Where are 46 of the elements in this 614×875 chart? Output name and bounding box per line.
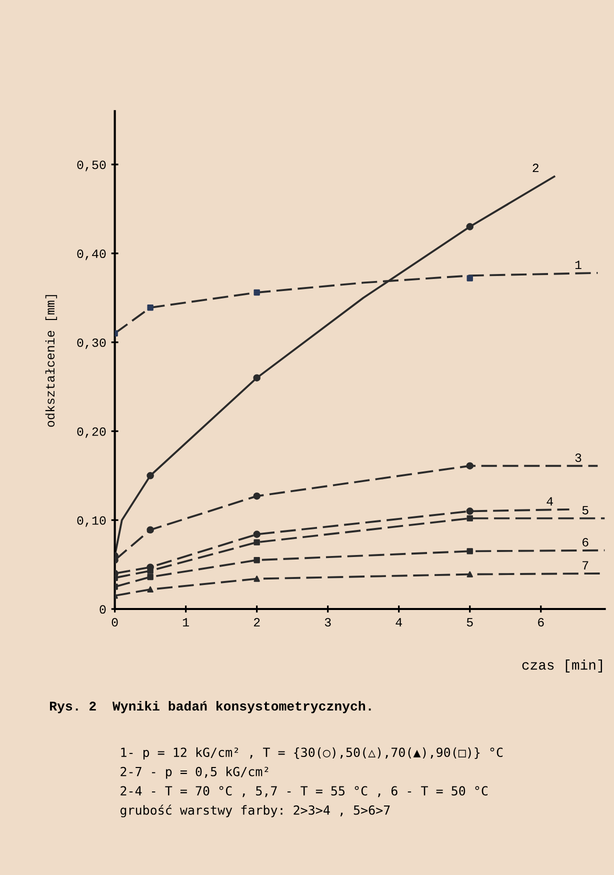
- x-axis-title: czas [min]: [522, 660, 602, 672]
- point: [147, 586, 154, 593]
- series-label: 1: [575, 260, 582, 269]
- point: [466, 462, 474, 470]
- text: 1- p = 12 kG/cm² , T = {30(○),50(△),70(▲),90(□)} °C: [121, 747, 503, 760]
- text: 2-7 - p = 0,5 kG/cm²: [120, 766, 268, 779]
- point: [146, 526, 154, 534]
- series-label: 7: [582, 561, 588, 570]
- series-label: 3: [575, 454, 582, 462]
- point: [253, 492, 260, 500]
- x-tick-label: 1: [182, 618, 189, 626]
- y-tick-label: 0: [100, 605, 106, 614]
- y-tick-label: 0,40: [77, 250, 106, 260]
- text: grubość warstwy farby: 2>3>4 , 5>6>7: [120, 804, 390, 818]
- point: [466, 571, 473, 578]
- series-label: 2: [532, 164, 539, 172]
- text: Rys. 2 Wyniki badań konsystometrycznych.: [50, 700, 371, 714]
- point: [466, 515, 473, 522]
- y-axis-title: odkształcenie [mm]: [45, 295, 58, 427]
- point: [254, 539, 260, 546]
- y-tick-label: 0,50: [77, 160, 106, 172]
- point: [466, 275, 473, 282]
- series-label: 6: [582, 538, 588, 546]
- text: 2-4 - T = 70 °C , 5,7 - T = 55 °C , 6 - T = 50 °C: [120, 786, 488, 798]
- y-tick-label: 0,20: [77, 427, 106, 438]
- x-tick-label: 6: [538, 618, 544, 627]
- point: [466, 508, 474, 515]
- series-label: 4: [546, 497, 553, 506]
- x-tick-label: 3: [324, 618, 331, 627]
- point: [147, 574, 154, 580]
- series-label: 5: [582, 506, 588, 514]
- point: [253, 374, 260, 382]
- point: [466, 223, 474, 230]
- point: [466, 548, 473, 554]
- x-tick-label: 4: [396, 618, 402, 626]
- x-tick-label: 0: [112, 618, 118, 627]
- x-tick-label: 5: [466, 618, 473, 627]
- point: [146, 472, 154, 480]
- point: [253, 530, 260, 538]
- point: [254, 557, 260, 564]
- point: [147, 304, 154, 311]
- y-tick-label: 0,10: [77, 516, 106, 527]
- y-tick-label: 0,30: [77, 338, 106, 350]
- point: [254, 576, 260, 582]
- point: [254, 289, 260, 296]
- x-tick-label: 2: [254, 618, 260, 626]
